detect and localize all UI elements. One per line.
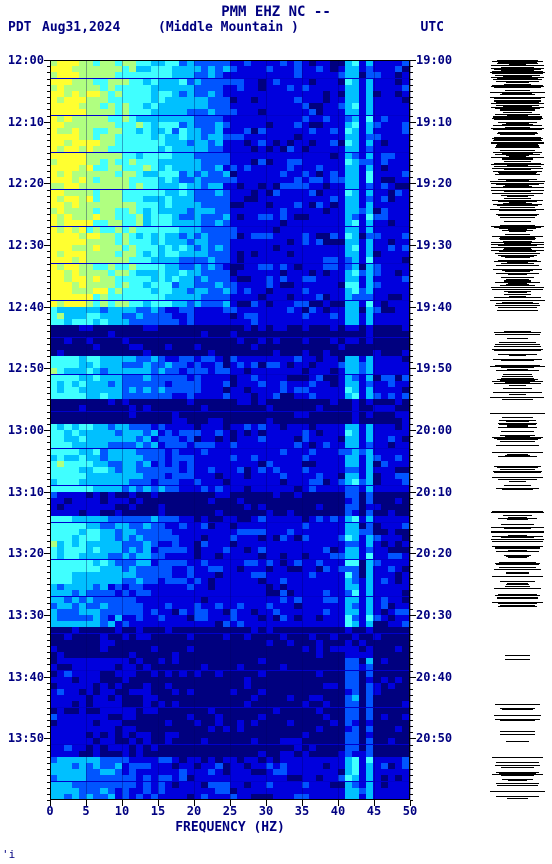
ytick-left: 12:40: [8, 300, 44, 314]
ytick-right: 20:30: [416, 608, 452, 622]
ytick-right: 19:20: [416, 176, 452, 190]
date-label: Aug31,2024: [42, 20, 120, 35]
ytick-left: 12:00: [8, 53, 44, 67]
timezone-right-label: UTC: [421, 20, 444, 35]
xtick-label: 40: [331, 804, 345, 818]
xtick-label: 30: [259, 804, 273, 818]
ytick-left: 12:20: [8, 176, 44, 190]
ytick-right: 20:10: [416, 485, 452, 499]
x-axis-label: FREQUENCY (HZ): [50, 820, 410, 835]
ytick-right: 19:40: [416, 300, 452, 314]
ytick-left: 13:30: [8, 608, 44, 622]
ytick-right: 20:40: [416, 670, 452, 684]
ytick-left: 12:50: [8, 361, 44, 375]
title-line-1: PMM EHZ NC --: [0, 4, 552, 20]
xtick-label: 0: [46, 804, 53, 818]
xtick-label: 45: [367, 804, 381, 818]
plot-area: 12:0019:0012:1019:1012:2019:2012:3019:30…: [50, 60, 410, 800]
ytick-right: 19:50: [416, 361, 452, 375]
ytick-right: 19:00: [416, 53, 452, 67]
ytick-left: 13:20: [8, 546, 44, 560]
ytick-left: 13:50: [8, 731, 44, 745]
xtick-label: 25: [223, 804, 237, 818]
xtick-label: 20: [187, 804, 201, 818]
ytick-left: 12:10: [8, 115, 44, 129]
figure-container: PMM EHZ NC -- PDT Aug31,2024 (Middle Mou…: [0, 0, 552, 864]
ytick-left: 13:00: [8, 423, 44, 437]
trace-amplitude-panel: [490, 60, 545, 800]
xtick-label: 50: [403, 804, 417, 818]
timezone-left-label: PDT: [8, 20, 31, 35]
ytick-left: 13:10: [8, 485, 44, 499]
ytick-left: 12:30: [8, 238, 44, 252]
footer-mark: 'i: [2, 848, 15, 861]
ytick-right: 20:20: [416, 546, 452, 560]
ytick-right: 19:30: [416, 238, 452, 252]
ytick-left: 13:40: [8, 670, 44, 684]
xtick-label: 35: [295, 804, 309, 818]
xtick-label: 15: [151, 804, 165, 818]
xtick-label: 5: [82, 804, 89, 818]
ytick-right: 20:50: [416, 731, 452, 745]
ytick-right: 19:10: [416, 115, 452, 129]
station-label: (Middle Mountain ): [158, 20, 299, 35]
xtick-label: 10: [115, 804, 129, 818]
ytick-right: 20:00: [416, 423, 452, 437]
